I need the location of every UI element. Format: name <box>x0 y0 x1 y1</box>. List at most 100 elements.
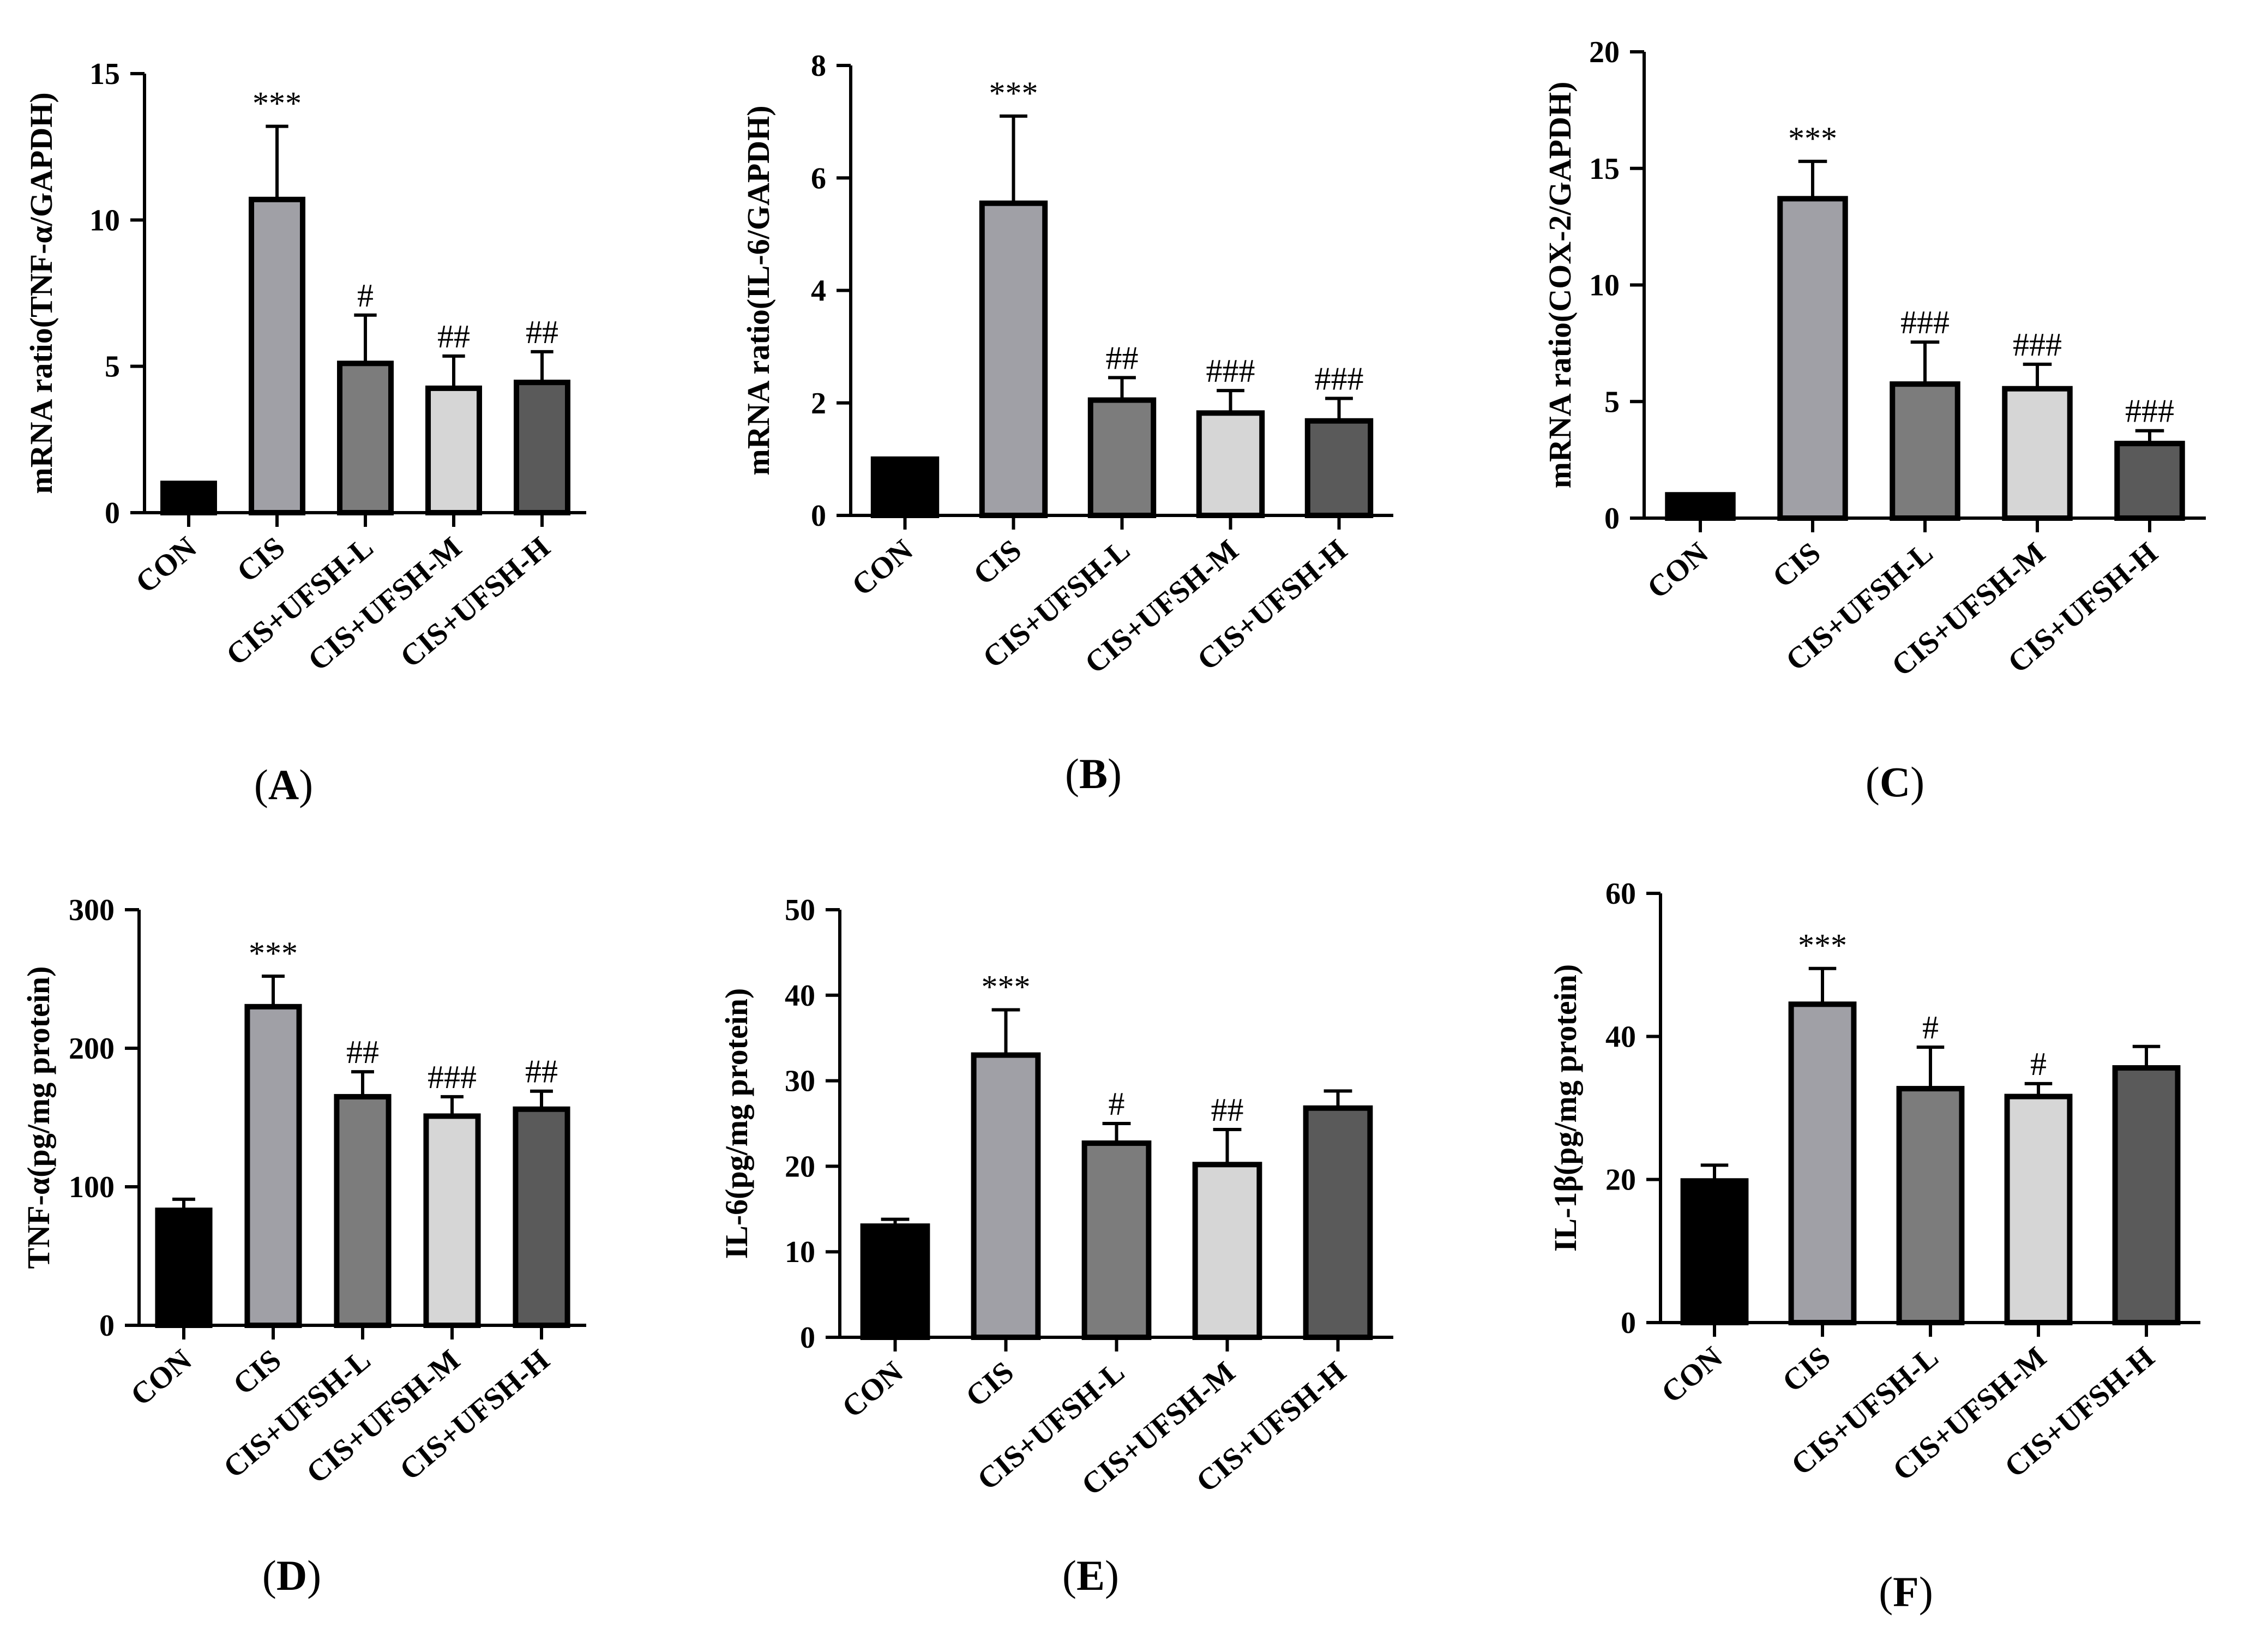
panel-label: (B) <box>1065 750 1122 797</box>
significance-label: ## <box>346 1034 379 1070</box>
y-tick-label: 0 <box>800 1321 815 1355</box>
bar <box>160 480 217 515</box>
bar <box>870 456 940 518</box>
chart-panel-a: 0 5 10 15 mRNA ratio(TNF-α/GAPDH) CON *** CIS # C… <box>23 57 586 808</box>
significance-label: ## <box>437 319 470 355</box>
significance-label: ### <box>2013 327 2062 363</box>
significance-label: *** <box>982 969 1031 1005</box>
category-label: CIS <box>227 1343 287 1402</box>
significance-label: # <box>1109 1086 1125 1122</box>
category-label: CON <box>129 530 203 599</box>
bar <box>334 1094 392 1329</box>
chart-panel-c: 0 5 10 15 20 mRNA ratio(COX-2/GAPDH) CON *** CIS… <box>1542 35 2206 806</box>
y-tick-label: 20 <box>1589 35 1620 69</box>
y-tick-label: 4 <box>811 274 826 308</box>
y-tick-label: 0 <box>99 1309 115 1343</box>
significance-label: ### <box>2125 393 2174 429</box>
y-tick-label: 5 <box>1604 385 1620 419</box>
significance-label: ## <box>525 1054 558 1090</box>
y-tick-label: 40 <box>785 979 815 1013</box>
y-axis-title: mRNA ratio(COX-2/GAPDH) <box>1542 82 1578 489</box>
y-axis-title: mRNA ratio(TNF-α/GAPDH) <box>23 92 59 494</box>
panel-label: (C) <box>1866 758 1924 806</box>
bar <box>1087 397 1157 518</box>
significance-label: ## <box>1106 340 1139 376</box>
y-tick-label: 6 <box>811 161 826 195</box>
y-tick-label: 40 <box>1605 1020 1636 1054</box>
y-tick-label: 0 <box>1621 1306 1636 1340</box>
significance-label: *** <box>252 86 302 122</box>
category-label: CIS+UFSH-M <box>302 530 468 677</box>
category-label: CIS <box>959 1355 1020 1414</box>
bar <box>423 1113 481 1328</box>
significance-label: ### <box>1206 353 1255 389</box>
y-tick-label: 60 <box>1605 877 1636 911</box>
category-label: CON <box>124 1343 198 1412</box>
significance-label: # <box>1922 1010 1939 1046</box>
y-tick-label: 0 <box>1604 502 1620 536</box>
y-tick-label: 10 <box>89 203 120 237</box>
significance-label: ### <box>1900 304 1950 340</box>
bar <box>1777 196 1848 521</box>
bar <box>2004 1094 2073 1325</box>
y-tick-label: 10 <box>1589 269 1620 303</box>
bar <box>1304 418 1374 518</box>
chart-panel-e: 0 10 20 30 40 50 IL-6(pg/mg protein) CON *** CIS #… <box>719 893 1393 1599</box>
category-label: CIS <box>1776 1340 1837 1399</box>
bar <box>1788 1001 1857 1325</box>
bar <box>337 361 394 515</box>
y-tick-label: 50 <box>785 893 815 927</box>
category-label: CIS <box>231 530 291 589</box>
bar <box>1196 410 1265 518</box>
category-label: CIS+UFSH-H <box>393 1343 556 1487</box>
bar <box>155 1208 213 1328</box>
panel-label: (D) <box>262 1552 321 1599</box>
bar <box>1680 1178 1749 1326</box>
bar <box>979 200 1048 518</box>
significance-label: ### <box>428 1059 477 1095</box>
bar <box>513 1106 570 1328</box>
significance-label: # <box>357 278 374 314</box>
y-tick-label: 30 <box>785 1065 815 1098</box>
bar <box>971 1052 1041 1341</box>
y-tick-label: 10 <box>785 1235 815 1269</box>
bar <box>860 1223 930 1340</box>
y-axis-title: TNF-α(pg/mg protein) <box>21 966 56 1269</box>
y-tick-label: 5 <box>105 350 120 384</box>
significance-label: ## <box>1211 1092 1244 1128</box>
bar <box>1890 381 1960 521</box>
y-tick-label: 15 <box>89 57 120 91</box>
y-axis-title: IL-1β(pg/mg protein) <box>1548 964 1583 1252</box>
y-tick-label: 100 <box>69 1170 115 1204</box>
panel-label: (E) <box>1062 1552 1119 1599</box>
category-label: CON <box>836 1355 910 1424</box>
chart-panel-d: 0 100 200 300 TNF-α(pg/mg protein) CON *** CIS #… <box>21 893 586 1599</box>
bar <box>2114 441 2185 521</box>
category-label: CON <box>1655 1340 1729 1409</box>
bar <box>244 1004 302 1329</box>
y-tick-label: 20 <box>785 1150 815 1184</box>
bar <box>1665 492 1736 521</box>
category-label: CON <box>1641 536 1714 605</box>
category-label: CIS+UFSH-M <box>300 1343 466 1490</box>
bar <box>1303 1105 1373 1340</box>
significance-label: *** <box>1788 121 1837 157</box>
significance-label: # <box>2030 1046 2047 1082</box>
bar <box>2002 386 2073 521</box>
bar <box>249 196 305 515</box>
category-label: CIS <box>1766 536 1827 594</box>
category-label: CIS <box>967 533 1027 592</box>
category-label: CIS+UFSH-H <box>394 530 556 674</box>
bar <box>1192 1162 1262 1340</box>
bar <box>1081 1140 1152 1340</box>
significance-label: ### <box>1315 361 1364 397</box>
y-tick-label: 2 <box>811 387 826 420</box>
y-axis-title: mRNA ratio(IL-6/GAPDH) <box>741 105 776 475</box>
y-tick-label: 20 <box>1605 1163 1636 1197</box>
bar <box>2112 1065 2181 1325</box>
significance-label: *** <box>1798 928 1847 964</box>
bar <box>1896 1086 1965 1325</box>
